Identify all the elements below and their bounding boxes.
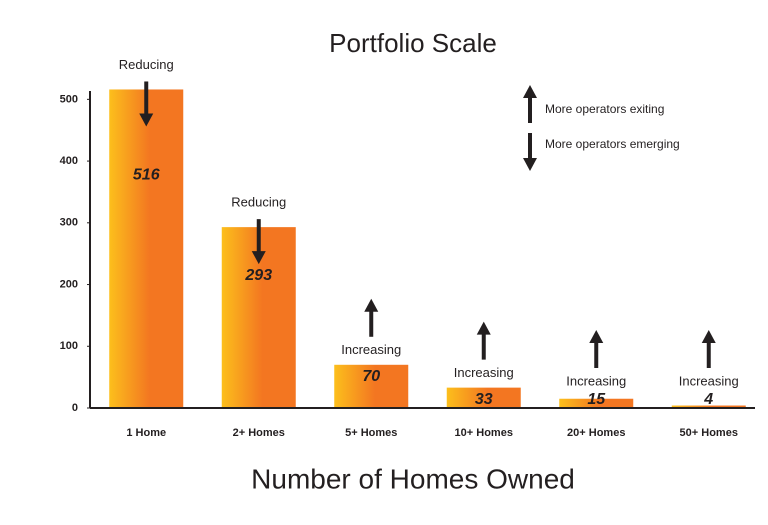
bar: [109, 89, 184, 408]
bar: [334, 364, 409, 408]
y-tick-label: 500: [60, 93, 78, 105]
annotation: Increasing: [679, 373, 739, 388]
value-label: 15: [587, 391, 606, 408]
x-tick-label: 5+ Homes: [345, 427, 397, 439]
annotation-arrow: [589, 330, 604, 368]
annotation: Increasing: [454, 365, 514, 380]
annotation: Increasing: [341, 342, 401, 357]
x-tick-label: 1 Home: [126, 427, 166, 439]
y-tick-label: 100: [60, 340, 78, 352]
annotation: Reducing: [119, 57, 174, 72]
y-tick-label: 300: [60, 217, 78, 229]
y-tick-label: 200: [60, 278, 78, 290]
legend-label: More operators exiting: [545, 102, 664, 116]
bar: [671, 405, 746, 408]
value-label: 293: [244, 267, 272, 284]
annotation-arrow: [701, 330, 716, 368]
value-label: 516: [133, 167, 160, 184]
annotation-arrow: [476, 321, 491, 360]
y-tick-label: 0: [72, 402, 78, 414]
x-tick-label: 50+ Homes: [680, 427, 738, 439]
bar: [559, 398, 634, 408]
legend-arrow: [523, 133, 537, 171]
value-label: 70: [362, 368, 380, 385]
x-tick-label: 10+ Homes: [455, 427, 513, 439]
chart-title: Portfolio Scale: [329, 28, 497, 58]
annotation-arrow: [251, 219, 266, 265]
value-label: 4: [703, 391, 713, 408]
bar: [446, 387, 521, 408]
legend-arrow: [523, 85, 537, 123]
annotation-arrow: [364, 298, 379, 337]
annotation: Reducing: [231, 195, 286, 210]
annotation: Increasing: [566, 373, 626, 388]
x-tick-label: 20+ Homes: [567, 427, 625, 439]
value-label: 33: [475, 391, 493, 408]
y-tick-label: 400: [60, 155, 78, 167]
x-axis-title: Number of Homes Owned: [251, 463, 575, 494]
annotation-arrow: [139, 81, 154, 127]
x-tick-label: 2+ Homes: [233, 427, 285, 439]
legend-label: More operators emerging: [545, 137, 680, 151]
